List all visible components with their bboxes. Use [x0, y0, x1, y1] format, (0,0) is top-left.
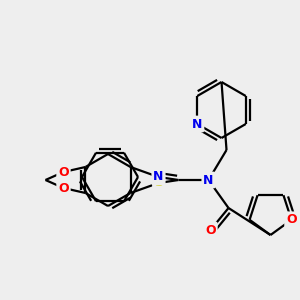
- Text: O: O: [286, 213, 297, 226]
- Text: N: N: [203, 173, 214, 187]
- Text: N: N: [153, 170, 164, 184]
- Text: O: O: [205, 224, 216, 236]
- Text: O: O: [58, 182, 69, 194]
- Text: N: N: [192, 118, 202, 130]
- Text: O: O: [58, 166, 69, 178]
- Text: S: S: [154, 176, 163, 190]
